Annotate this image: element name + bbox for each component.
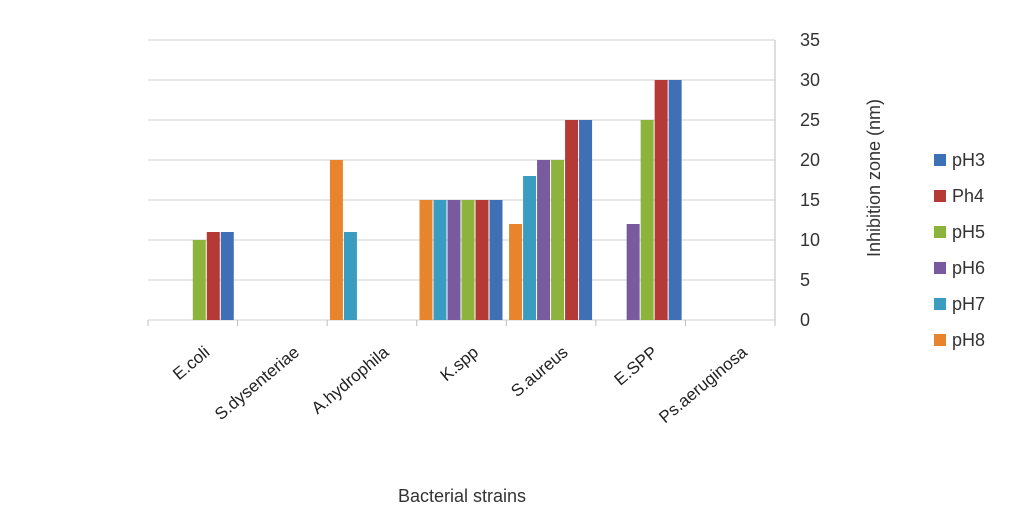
legend-swatch-pH7 — [934, 298, 946, 310]
bar-pH8-K.spp — [419, 200, 433, 320]
x-tick-label-2: A.hydrophila — [308, 342, 393, 418]
legend: pH3 Ph4 pH5 pH6 pH7 pH8 — [934, 150, 985, 350]
bar-Ph4-S.aureus — [565, 120, 579, 320]
x-axis-title: Bacterial strains — [398, 486, 526, 506]
legend-label-pH8: pH8 — [952, 330, 985, 350]
y-tick-label-4: 20 — [800, 150, 820, 170]
y-tick-label-3: 15 — [800, 190, 820, 210]
y-tick-label-2: 10 — [800, 230, 820, 250]
x-tick-label-5: E.SPP — [611, 343, 662, 390]
x-tick-label-0: E.coli — [169, 343, 213, 384]
legend-swatch-pH5 — [934, 226, 946, 238]
bar-pH8-A.hydrophila — [329, 160, 343, 320]
legend-swatch-pH6 — [934, 262, 946, 274]
bar-pH3-E.SPP — [668, 80, 682, 320]
x-tick-label-6: Ps.aeruginosa — [655, 342, 751, 427]
legend-swatch-pH3 — [934, 154, 946, 166]
bar-pH5-S.aureus — [551, 160, 565, 320]
legend-label-pH7: pH7 — [952, 294, 985, 314]
axes — [147, 40, 776, 326]
legend-swatch-Ph4 — [934, 190, 946, 202]
bar-pH5-E.coli — [192, 240, 206, 320]
y-tick-label-7: 35 — [800, 30, 820, 50]
y-tick-label-5: 25 — [800, 110, 820, 130]
x-tick-label-4: S.aureus — [507, 343, 571, 401]
legend-label-Ph4: Ph4 — [952, 186, 984, 206]
bar-pH3-E.coli — [220, 232, 234, 320]
x-tick-label-3: K.spp — [437, 343, 483, 386]
bar-pH5-K.spp — [461, 200, 475, 320]
bar-pH7-K.spp — [433, 200, 447, 320]
bar-pH6-S.aureus — [537, 160, 551, 320]
bar-pH5-E.SPP — [640, 120, 654, 320]
bars — [192, 80, 682, 320]
y-tick-label-1: 5 — [800, 270, 810, 290]
legend-label-pH5: pH5 — [952, 222, 985, 242]
legend-swatch-pH8 — [934, 334, 946, 346]
bar-Ph4-E.SPP — [654, 80, 668, 320]
bar-pH7-A.hydrophila — [343, 232, 357, 320]
y-axis-title: Inhibition zone (nm) — [864, 99, 884, 257]
y-tick-label-6: 30 — [800, 70, 820, 90]
bar-Ph4-E.coli — [206, 232, 220, 320]
x-tick-label-1: S.dysenteriae — [211, 343, 303, 424]
bar-pH7-S.aureus — [523, 176, 537, 320]
y-tick-label-0: 0 — [800, 310, 810, 330]
legend-label-pH6: pH6 — [952, 258, 985, 278]
bar-Ph4-K.spp — [475, 200, 489, 320]
bar-pH6-E.SPP — [626, 224, 640, 320]
bar-pH6-K.spp — [447, 200, 461, 320]
bar-pH3-S.aureus — [579, 120, 593, 320]
legend-label-pH3: pH3 — [952, 150, 985, 170]
y-tick-labels: 0 5 10 15 20 25 30 35 — [800, 30, 820, 330]
bar-pH3-K.spp — [489, 200, 503, 320]
bar-pH8-S.aureus — [509, 224, 523, 320]
